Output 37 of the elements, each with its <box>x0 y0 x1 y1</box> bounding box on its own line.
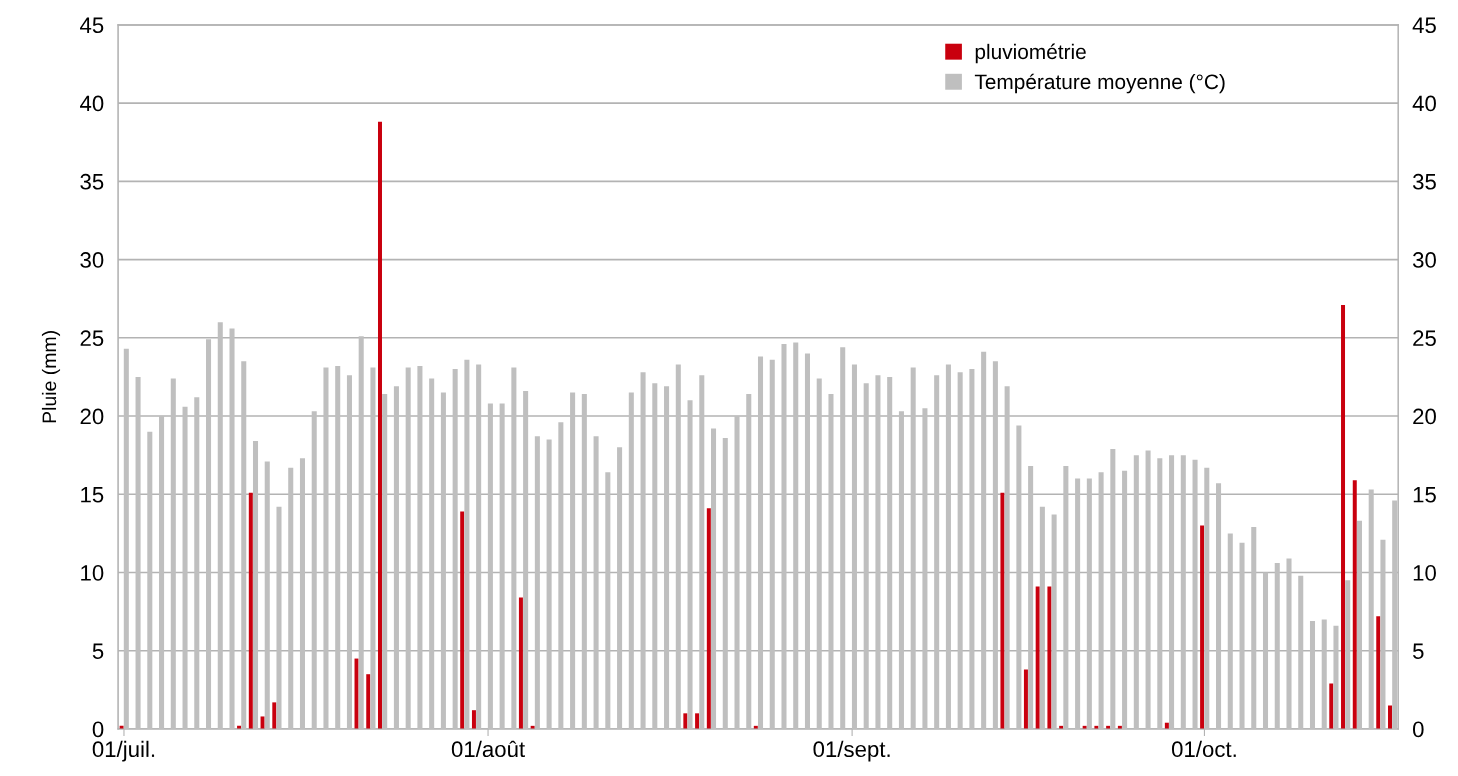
y2-tick-label: 40 <box>1412 95 1436 112</box>
y2-tick-label: 45 <box>1412 17 1436 34</box>
y-tick-label: 5 <box>92 643 104 660</box>
y2-tick-label: 35 <box>1412 173 1436 190</box>
x-tick-label: 01/juil. <box>92 740 155 762</box>
bar <box>683 713 688 729</box>
y-tick-label: 0 <box>92 721 104 738</box>
bar <box>1388 705 1392 729</box>
y2-tick-label: 30 <box>1412 252 1436 268</box>
legend-label: Température moyenne (°C) <box>974 73 1225 94</box>
y2-tick-label: 5 <box>1413 643 1424 660</box>
bar <box>1023 669 1028 729</box>
y-tick-label: 45 <box>80 17 104 34</box>
y-tick-label: 25 <box>80 330 104 347</box>
y-tick-label: 10 <box>81 565 104 581</box>
y-tick-label: 40 <box>80 95 104 112</box>
y2-tick-label: 15 <box>1413 487 1436 503</box>
bar <box>1341 304 1346 729</box>
y2-tick-label: 25 <box>1413 330 1436 347</box>
x-tick-label: 01/août <box>451 740 525 758</box>
bar <box>695 713 700 729</box>
x-tick-label: 01/oct. <box>1171 740 1236 758</box>
bar <box>272 702 277 729</box>
bar <box>260 716 265 729</box>
y-tick-label: 30 <box>80 252 104 268</box>
bar <box>366 674 371 729</box>
y-tick-label: 15 <box>81 487 104 503</box>
y2-tick-label: 10 <box>1413 565 1436 581</box>
legend-label: pluviométrie <box>975 43 1086 64</box>
y-tick-label: 20 <box>80 408 104 425</box>
bar <box>354 658 359 729</box>
bar <box>471 710 476 729</box>
y-tick-label: 35 <box>80 173 104 190</box>
y2-tick-label: 20 <box>1413 408 1436 425</box>
x-tick-label: 01/sept. <box>813 740 890 762</box>
y-axis-title: Pluie (mm) <box>41 331 61 423</box>
y2-tick-label: 0 <box>1412 721 1424 738</box>
